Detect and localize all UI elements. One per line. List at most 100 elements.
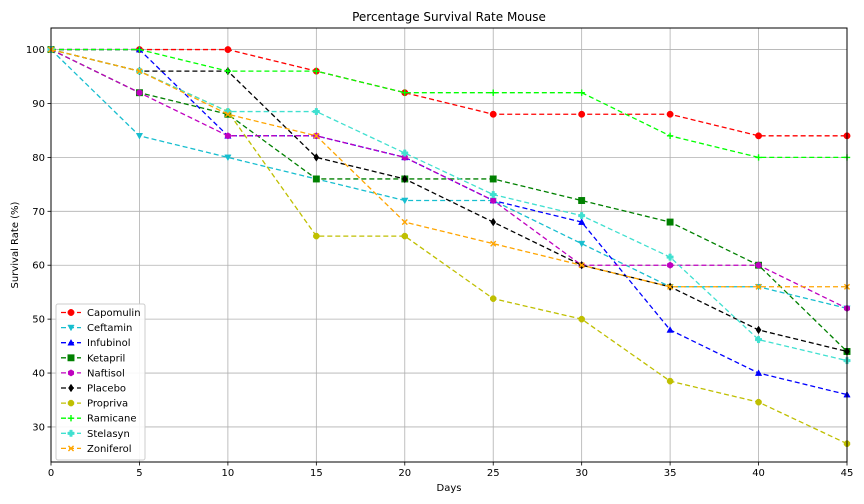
legend: Capomulin Ceftamin Infubinol Ketapril Naftis… <box>55 303 146 461</box>
y-tick-label: 40 <box>32 369 45 380</box>
legend-marker-ceftamin <box>67 324 75 332</box>
data-point-zoniferol <box>667 283 674 290</box>
data-point-naftisol <box>224 132 231 140</box>
legend-marker-capomulin <box>67 309 75 316</box>
data-point-placebo <box>490 217 497 227</box>
data-point-stelasyn <box>666 253 674 261</box>
data-point-stelasyn <box>489 191 497 199</box>
legend-label-naftisol: Naftisol <box>87 368 125 379</box>
data-point-zoniferol <box>755 283 762 290</box>
series-line-placebo <box>50 48 848 353</box>
data-point-propriva <box>578 315 585 323</box>
data-point-propriva <box>401 232 408 240</box>
series-line-zoniferol <box>50 48 847 288</box>
legend-marker-infubinol <box>67 338 75 346</box>
x-tick-label: 20 <box>398 468 411 479</box>
x-tick-label: 30 <box>575 468 588 479</box>
legend-item-ketapril: Ketapril <box>61 353 125 364</box>
legend-label-zoniferol: Zoniferol <box>87 444 132 455</box>
data-point-ramicane <box>490 89 497 96</box>
legend-marker-ramicane <box>67 415 75 422</box>
data-point-ramicane <box>755 154 762 161</box>
data-point-ramicane <box>136 46 143 53</box>
data-point-propriva <box>666 377 674 385</box>
data-point-ketapril <box>578 197 586 204</box>
data-point-zoniferol <box>401 219 408 226</box>
data-point-ceftamin <box>224 154 232 162</box>
data-point-zoniferol <box>490 240 497 247</box>
data-point-infubinol <box>754 369 763 376</box>
data-point-capomulin <box>755 132 763 140</box>
y-tick-label: 90 <box>32 99 45 110</box>
data-point-zoniferol <box>224 111 231 118</box>
legend-item-ramicane: Ramicane <box>61 414 137 425</box>
data-point-ceftamin <box>578 240 586 248</box>
series-line-naftisol <box>50 48 848 309</box>
data-point-zoniferol <box>578 262 585 269</box>
data-point-infubinol <box>666 326 674 333</box>
legend-label-ramicane: Ramicane <box>87 414 137 425</box>
legend-label-ceftamin: Ceftamin <box>87 323 132 334</box>
legend-item-placebo: Placebo <box>61 384 126 395</box>
data-point-propriva <box>313 232 320 240</box>
series-ramicane <box>47 46 851 161</box>
y-tick-label: 50 <box>32 315 45 326</box>
legend-item-capomulin: Capomulin <box>61 308 141 319</box>
data-point-naftisol <box>667 261 674 269</box>
legend-label-infubinol: Infubinol <box>87 338 131 349</box>
y-tick-label: 80 <box>32 153 45 164</box>
y-tick-label: 70 <box>32 207 45 218</box>
data-point-infubinol <box>578 218 586 225</box>
legend-label-placebo: Placebo <box>87 384 126 395</box>
data-point-propriva <box>755 398 762 406</box>
x-tick-label: 25 <box>487 468 500 479</box>
data-point-zoniferol <box>313 132 320 139</box>
legend-marker-ketapril <box>67 354 75 362</box>
legend-label-stelasyn: Stelasyn <box>87 429 130 440</box>
data-point-ramicane <box>578 89 585 96</box>
data-point-ramicane <box>401 89 408 96</box>
data-point-capomulin <box>224 46 232 54</box>
data-point-ramicane <box>666 132 674 140</box>
chart-title: Percentage Survival Rate Mouse <box>352 10 546 24</box>
data-point-stelasyn <box>401 149 409 157</box>
data-point-stelasyn <box>578 212 586 220</box>
data-point-ketapril <box>666 218 674 226</box>
legend-label-capomulin: Capomulin <box>87 308 141 319</box>
x-tick-label: 0 <box>48 468 54 479</box>
data-point-placebo <box>313 153 320 162</box>
y-tick-label: 100 <box>26 45 45 56</box>
legend-marker-zoniferol <box>67 445 75 452</box>
plot-frame <box>50 27 848 463</box>
data-point-ramicane <box>313 67 320 75</box>
data-point-placebo <box>755 325 762 335</box>
data-point-stelasyn <box>312 108 320 116</box>
y-tick-label: 60 <box>32 261 45 272</box>
series-line-capomulin <box>51 48 847 137</box>
x-axis-title: Days <box>437 483 462 494</box>
legend-marker-stelasyn <box>67 429 75 437</box>
data-point-naftisol <box>490 197 497 205</box>
data-point-ketapril <box>312 175 320 183</box>
y-axis-title: Survival Rate (%) <box>10 201 21 288</box>
legend-item-stelasyn: Stelasyn <box>61 429 130 440</box>
legend-label-propriva: Propriva <box>87 399 128 410</box>
series-line-ramicane <box>51 48 847 159</box>
legend-item-zoniferol: Zoniferol <box>61 444 132 455</box>
x-tick-label: 10 <box>222 468 235 479</box>
x-tick-label: 5 <box>136 468 142 479</box>
x-tick-label: 45 <box>841 468 854 479</box>
data-point-capomulin <box>578 110 586 118</box>
legend-item-propriva: Propriva <box>61 399 128 410</box>
data-point-propriva <box>490 295 497 302</box>
legend-label-ketapril: Ketapril <box>87 353 125 364</box>
legend-marker-naftisol <box>67 369 75 377</box>
legend-marker-propriva <box>67 399 75 407</box>
legend-marker-placebo <box>68 383 74 393</box>
data-point-naftisol <box>755 261 762 269</box>
data-point-placebo <box>401 174 408 184</box>
series-line-stelasyn <box>50 48 848 362</box>
legend-item-ceftamin: Ceftamin <box>61 323 132 334</box>
x-tick-label: 35 <box>664 468 677 479</box>
